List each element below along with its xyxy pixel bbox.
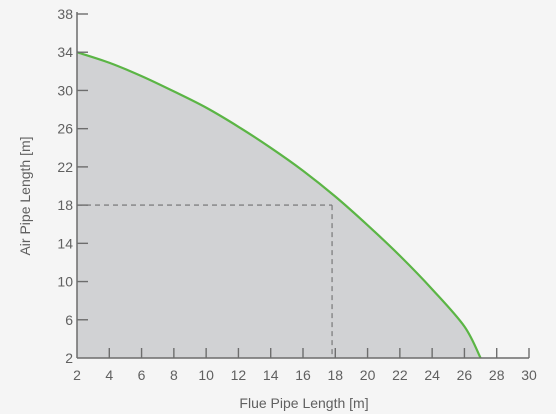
reference-lines-layer [77,204,333,358]
x-tick-label: 8 [170,367,178,383]
y-axis-label: Air Pipe Length [m] [17,136,33,255]
x-tick-label: 18 [327,367,343,383]
x-tick-label: 30 [521,367,537,383]
x-tick-label: 16 [295,367,311,383]
x-tick-label: 20 [360,367,376,383]
x-tick-label: 12 [231,367,247,383]
y-tick-label: 14 [57,235,73,251]
y-tick-label: 10 [57,274,73,290]
x-tick-label: 6 [138,367,146,383]
ticks-layer: 2 4 6 8 10 12 14 16 18 20 22 24 26 28 3026101418222630… [57,6,537,383]
y-tick-label: 18 [57,197,73,213]
x-tick-label: 10 [198,367,214,383]
x-tick-label: 2 [73,367,81,383]
y-tick-label: 38 [57,6,73,22]
y-tick-label: 30 [57,82,73,98]
x-tick-label: 24 [424,367,440,383]
x-tick-label: 26 [457,367,473,383]
y-tick-label: 26 [57,121,73,137]
x-tick-label: 14 [263,367,279,383]
y-tick-label: 34 [57,44,73,60]
y-tick-label: 6 [65,312,73,328]
x-tick-label: 22 [392,367,408,383]
y-tick-label: 2 [65,350,73,366]
series-line-layer [76,51,482,359]
y-tick-label: 22 [57,159,73,175]
x-tick-label: 4 [105,367,113,383]
x-axis-label: Flue Pipe Length [m] [239,395,368,411]
series-0-line [76,51,482,359]
x-tick-label: 28 [489,367,505,383]
